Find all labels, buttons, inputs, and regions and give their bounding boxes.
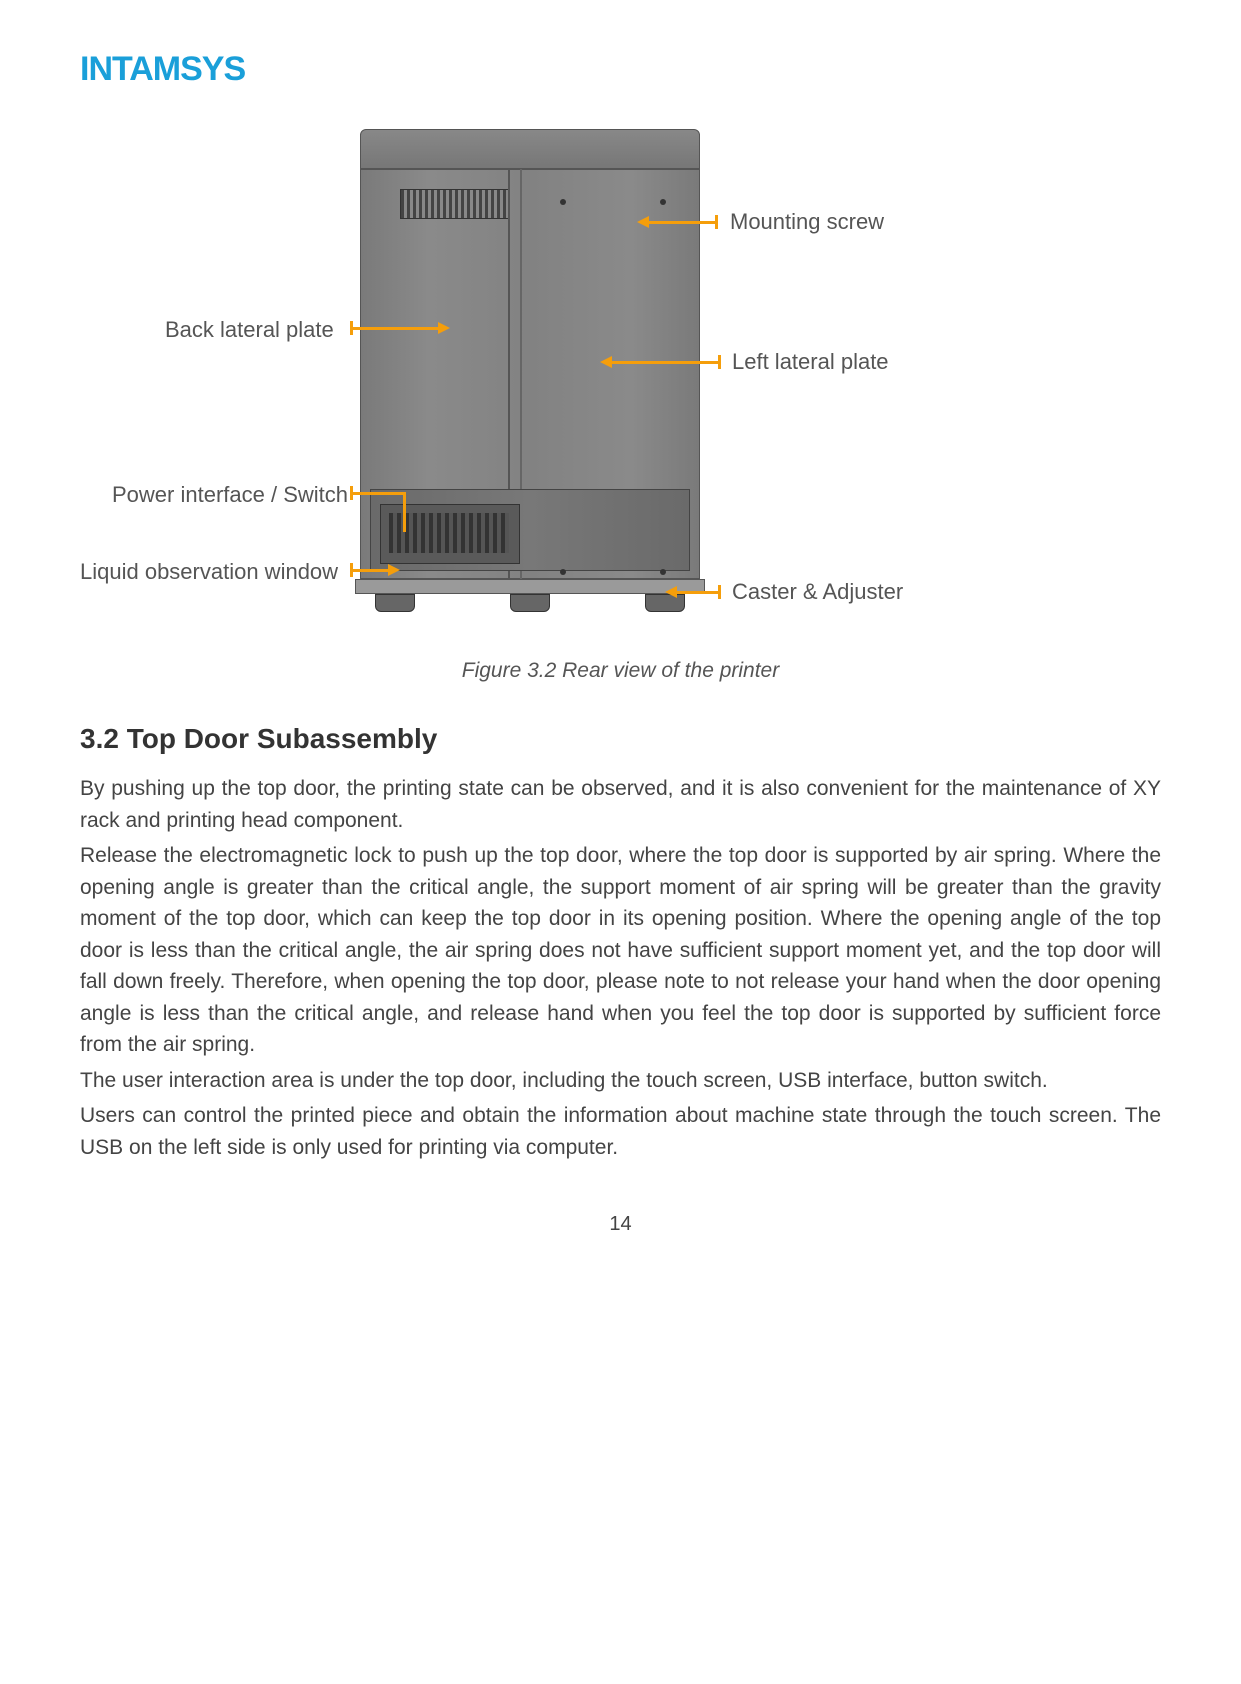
brand-logo: INTAMSYS — [80, 50, 1161, 89]
section-body: By pushing up the top door, the printing… — [80, 773, 1161, 1163]
label-left-lateral-plate: Left lateral plate — [732, 349, 889, 375]
label-caster-adjuster: Caster & Adjuster — [732, 579, 903, 605]
figure-caption: Figure 3.2 Rear view of the printer — [80, 659, 1161, 683]
paragraph: By pushing up the top door, the printing… — [80, 773, 1161, 836]
paragraph: Users can control the printed piece and … — [80, 1100, 1161, 1163]
label-power-interface: Power interface / Switch — [112, 482, 348, 508]
paragraph: The user interaction area is under the t… — [80, 1065, 1161, 1097]
paragraph: Release the electromagnetic lock to push… — [80, 840, 1161, 1061]
document-page: INTAMSYS Mounting screw Back lateral pla — [0, 0, 1241, 1276]
printer-illustration — [360, 129, 700, 609]
page-number: 14 — [80, 1213, 1161, 1236]
figure-rear-view: Mounting screw Back lateral plate Left l… — [80, 129, 1161, 649]
section-heading: 3.2 Top Door Subassembly — [80, 723, 1161, 755]
label-back-lateral-plate: Back lateral plate — [165, 317, 334, 343]
label-liquid-window: Liquid observation window — [80, 559, 338, 585]
label-mounting-screw: Mounting screw — [730, 209, 884, 235]
